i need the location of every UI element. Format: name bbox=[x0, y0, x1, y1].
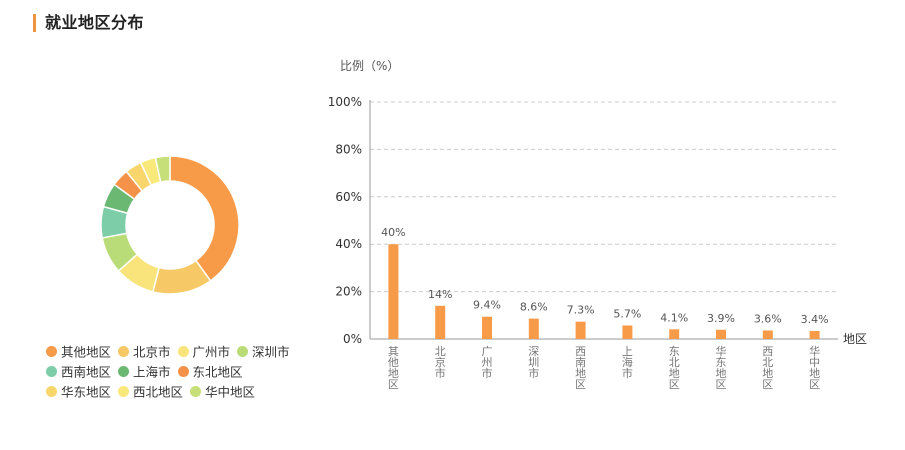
y-tick-label: 40% bbox=[335, 237, 362, 251]
bar bbox=[482, 316, 492, 339]
legend-dot-icon bbox=[118, 366, 130, 378]
bar bbox=[622, 325, 633, 339]
legend-label: 上海市 bbox=[133, 364, 171, 380]
page-title: 就业地区分布 bbox=[45, 13, 145, 32]
bar bbox=[388, 244, 399, 339]
legend-label: 西北地区 bbox=[133, 384, 184, 400]
legend-row: 西南地区 上海市 东北地区 bbox=[46, 362, 316, 382]
legend-item[interactable]: 深圳市 bbox=[237, 342, 290, 363]
legend-dot-icon bbox=[118, 386, 130, 398]
y-tick-label: 80% bbox=[335, 142, 362, 156]
bar-chart: 比例（%） 0% 20% 40% 60% 80% 100% 地区 40% 其他地区 14% 北京市 9.… bbox=[328, 59, 867, 391]
bar-data-label: 7.3% bbox=[567, 304, 595, 317]
x-tick-label: 其他地区 bbox=[388, 345, 399, 391]
x-tick-label: 华东地区 bbox=[716, 344, 727, 391]
legend-label: 其他地区 bbox=[61, 344, 112, 360]
title-accent-bar bbox=[33, 14, 36, 32]
legend-row: 华东地区 西北地区 华中地区 bbox=[46, 382, 316, 402]
legend-dot-icon bbox=[177, 366, 189, 378]
legend-item[interactable]: 其他地区 bbox=[46, 342, 111, 363]
legend-label: 广州市 bbox=[192, 344, 231, 360]
donut-legend: 其他地区 北京市 广州市 深圳市西南地区 上海市 东北地区华东地区 西北地区 华中地区 bbox=[46, 342, 316, 402]
legend-dot-icon bbox=[118, 346, 130, 358]
bar bbox=[528, 318, 539, 339]
y-axis-title: 比例（%） bbox=[340, 59, 399, 73]
y-tick-label: 0% bbox=[343, 332, 362, 346]
bar bbox=[669, 329, 680, 339]
x-tick-label: 北京市 bbox=[435, 345, 446, 380]
legend-dot-icon bbox=[237, 346, 249, 358]
bar-data-label: 40% bbox=[381, 226, 405, 239]
bar bbox=[716, 329, 726, 339]
bar-data-label: 5.7% bbox=[613, 307, 641, 320]
bar-data-label: 3.4% bbox=[801, 313, 829, 326]
y-tick-label: 100% bbox=[328, 95, 362, 109]
legend-row: 其他地区 北京市 广州市 深圳市 bbox=[46, 342, 316, 362]
bar bbox=[435, 305, 446, 339]
bar bbox=[762, 330, 773, 339]
legend-label: 深圳市 bbox=[252, 344, 290, 360]
x-tick-label: 东北地区 bbox=[669, 345, 680, 391]
legend-item[interactable]: 西北地区 bbox=[118, 382, 183, 403]
bar-data-label: 8.6% bbox=[520, 301, 548, 314]
donut-slice bbox=[154, 155, 171, 183]
x-tick-label: 上海市 bbox=[622, 345, 633, 380]
legend-label: 华中地区 bbox=[205, 384, 256, 400]
x-tick-label: 广州市 bbox=[482, 345, 493, 380]
bar-data-label: 3.6% bbox=[754, 312, 782, 325]
legend-dot-icon bbox=[46, 346, 57, 358]
legend-label: 东北地区 bbox=[192, 364, 243, 380]
bar-data-label: 9.4% bbox=[473, 299, 501, 312]
bar-data-label: 14% bbox=[428, 288, 452, 301]
legend-item[interactable]: 上海市 bbox=[118, 362, 171, 383]
x-tick-label: 深圳市 bbox=[528, 345, 539, 380]
y-tick-label: 20% bbox=[335, 285, 362, 299]
legend-item[interactable]: 西南地区 bbox=[46, 362, 111, 383]
x-axis-title: 地区 bbox=[843, 332, 867, 346]
bar bbox=[575, 321, 586, 339]
bar bbox=[809, 330, 820, 339]
bar-data-label: 3.9% bbox=[707, 312, 735, 325]
legend-item[interactable]: 北京市 bbox=[118, 342, 171, 363]
legend-dot-icon bbox=[46, 366, 57, 378]
legend-label: 华东地区 bbox=[61, 384, 112, 400]
legend-dot-icon bbox=[190, 386, 202, 398]
donut-chart bbox=[100, 155, 240, 295]
legend-dot-icon bbox=[46, 386, 57, 398]
legend-item[interactable]: 华中地区 bbox=[190, 382, 255, 403]
y-tick-label: 60% bbox=[335, 190, 362, 204]
bar-data-label: 4.1% bbox=[660, 311, 688, 324]
x-tick-label: 华中地区 bbox=[809, 344, 820, 391]
legend-item[interactable]: 东北地区 bbox=[177, 362, 243, 383]
legend-item[interactable]: 华东地区 bbox=[46, 382, 111, 403]
x-tick-label: 西北地区 bbox=[762, 345, 773, 391]
donut-slice bbox=[169, 155, 240, 282]
legend-label: 北京市 bbox=[133, 344, 171, 360]
x-tick-label: 西南地区 bbox=[575, 345, 586, 391]
legend-item[interactable]: 广州市 bbox=[177, 342, 231, 363]
legend-label: 西南地区 bbox=[61, 364, 112, 380]
legend-dot-icon bbox=[177, 346, 189, 358]
